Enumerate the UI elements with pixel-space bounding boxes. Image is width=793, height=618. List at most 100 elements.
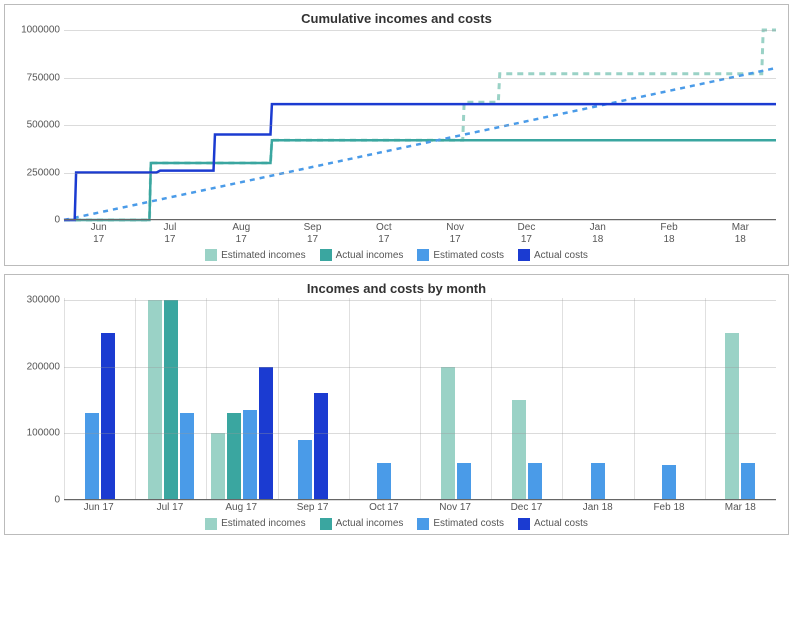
bar-estimated_incomes: [725, 333, 739, 500]
x-tick-label: Jun17: [63, 220, 134, 245]
bar-estimated_incomes: [211, 433, 225, 500]
monthly-plot-area: 0100000200000300000: [63, 300, 776, 500]
x-tick-label: Nov 17: [419, 500, 490, 514]
legend-item: Actual incomes: [320, 249, 404, 261]
legend-label: Estimated incomes: [221, 518, 305, 529]
bar-estimated_incomes: [512, 400, 526, 500]
bar-estimated_costs: [243, 410, 257, 500]
x-axis: Jun 17Jul 17Aug 17Sep 17Oct 17Nov 17Dec …: [63, 500, 776, 514]
legend-item: Estimated costs: [417, 249, 504, 261]
gridline: [64, 300, 776, 301]
x-tick-label: Aug 17: [206, 500, 277, 514]
x-tick-label: Jul 17: [134, 500, 205, 514]
bar-estimated_costs: [180, 413, 194, 500]
x-tick-label: Dec17: [491, 220, 562, 245]
legend-item: Actual costs: [518, 518, 588, 530]
y-tick-label: 200000: [27, 361, 64, 372]
legend-swatch: [320, 518, 332, 530]
x-tick-label: Jun 17: [63, 500, 134, 514]
x-axis: Jun17Jul17Aug17Sep17Oct17Nov17Dec17Jan18…: [63, 220, 776, 245]
bar-group: [206, 300, 277, 500]
x-tick-label: Sep17: [277, 220, 348, 245]
bar-group: [135, 300, 206, 500]
x-tick-label: Oct17: [348, 220, 419, 245]
chart-title: Incomes and costs by month: [13, 281, 780, 296]
bar-estimated_costs: [298, 440, 312, 500]
cumulative-plot-area: 02500005000007500001000000: [63, 30, 776, 220]
legend-swatch: [518, 518, 530, 530]
legend: Estimated incomes Actual incomes Estimated…: [13, 245, 780, 263]
bar-group: [634, 300, 705, 500]
bar-group: [705, 300, 776, 500]
legend-label: Actual incomes: [336, 518, 404, 529]
bar-actual_costs: [101, 333, 115, 500]
gridline: [64, 220, 776, 221]
x-tick-label: Mar 18: [705, 500, 776, 514]
bar-group: [349, 300, 420, 500]
bar-group: [562, 300, 633, 500]
y-tick-label: 1000000: [21, 25, 64, 36]
legend-swatch: [205, 249, 217, 261]
x-tick-label: Aug17: [206, 220, 277, 245]
bar-group: [64, 300, 135, 500]
bar-actual_incomes: [227, 413, 241, 500]
legend-item: Actual costs: [518, 249, 588, 261]
bar-slots: [64, 300, 776, 500]
y-tick-label: 750000: [27, 72, 64, 83]
x-tick-label: Jan 18: [562, 500, 633, 514]
x-tick-label: Jan18: [562, 220, 633, 245]
gridline: [64, 30, 776, 31]
x-tick-label: Sep 17: [277, 500, 348, 514]
legend-label: Estimated costs: [433, 250, 504, 261]
gridline: [64, 78, 776, 79]
legend: Estimated incomes Actual incomes Estimated…: [13, 514, 780, 532]
legend-swatch: [417, 249, 429, 261]
bar-estimated_costs: [457, 463, 471, 500]
series-actual_incomes: [64, 140, 776, 220]
bar-estimated_costs: [741, 463, 755, 500]
legend-item: Estimated incomes: [205, 249, 305, 261]
legend-label: Actual incomes: [336, 250, 404, 261]
bar-actual_costs: [314, 393, 328, 500]
chart-title: Cumulative incomes and costs: [13, 11, 780, 26]
gridline: [64, 367, 776, 368]
bar-estimated_costs: [662, 465, 676, 500]
bar-group: [420, 300, 491, 500]
bar-estimated_incomes: [148, 300, 162, 500]
legend-swatch: [518, 249, 530, 261]
gridline: [64, 173, 776, 174]
bar-estimated_costs: [377, 463, 391, 500]
legend-swatch: [417, 518, 429, 530]
x-tick-label: Nov17: [419, 220, 490, 245]
legend-swatch: [320, 249, 332, 261]
y-tick-label: 500000: [27, 120, 64, 131]
legend-swatch: [205, 518, 217, 530]
gridline: [64, 125, 776, 126]
x-tick-label: Dec 17: [491, 500, 562, 514]
legend-item: Estimated costs: [417, 518, 504, 530]
cumulative-chart-panel: Cumulative incomes and costs 02500005000…: [4, 4, 789, 266]
legend-label: Estimated incomes: [221, 250, 305, 261]
x-tick-label: Feb18: [633, 220, 704, 245]
x-tick-label: Feb 18: [633, 500, 704, 514]
bar-estimated_costs: [85, 413, 99, 500]
bar-group: [278, 300, 349, 500]
legend-label: Actual costs: [534, 250, 588, 261]
x-tick-label: Jul17: [134, 220, 205, 245]
y-tick-label: 300000: [27, 295, 64, 306]
x-tick-label: Oct 17: [348, 500, 419, 514]
legend-label: Estimated costs: [433, 518, 504, 529]
gridline: [64, 500, 776, 501]
y-tick-label: 0: [54, 215, 64, 226]
bar-group: [491, 300, 562, 500]
y-tick-label: 0: [54, 495, 64, 506]
bar-estimated_costs: [591, 463, 605, 500]
legend-item: Estimated incomes: [205, 518, 305, 530]
monthly-chart-panel: Incomes and costs by month 0100000200000…: [4, 274, 789, 535]
y-tick-label: 100000: [27, 428, 64, 439]
x-tick-label: Mar18: [705, 220, 776, 245]
bar-estimated_costs: [528, 463, 542, 500]
bar-actual_incomes: [164, 300, 178, 500]
series-estimated_costs: [64, 68, 776, 220]
legend-label: Actual costs: [534, 518, 588, 529]
